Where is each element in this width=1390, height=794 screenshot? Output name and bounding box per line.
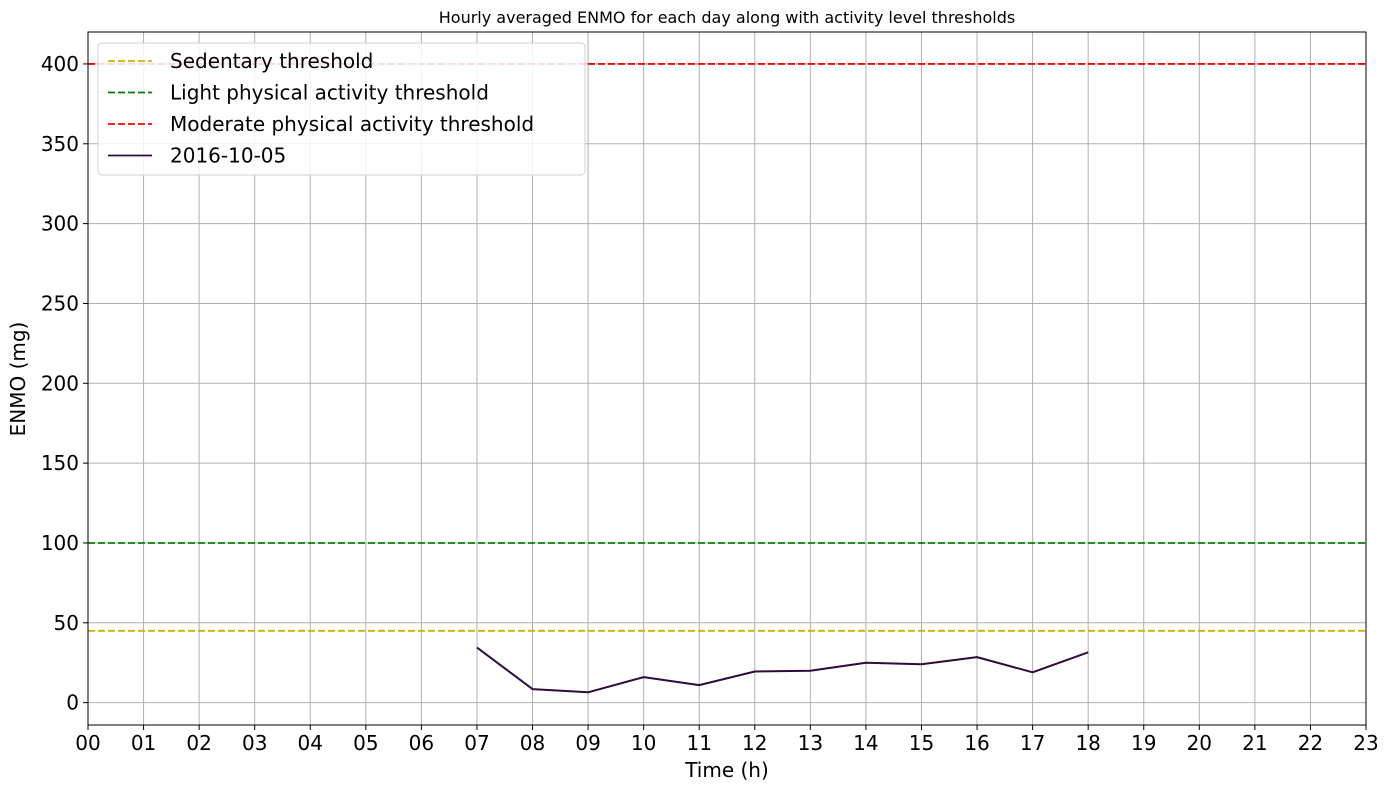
x-tick-label: 13 [798,731,823,755]
x-tick-label: 17 [1020,731,1045,755]
y-tick-label: 300 [41,212,79,236]
legend: Sedentary threshold Light physical activi… [97,42,586,176]
data-series [476,646,1089,694]
y-tick-label: 50 [54,611,79,635]
y-tick-label: 0 [66,691,79,715]
x-tick-label: 01 [131,731,156,755]
y-tick-label: 250 [41,291,79,315]
x-tick-label: 03 [242,731,267,755]
x-tick-label: 11 [686,731,711,755]
y-tick-label: 200 [41,371,79,395]
legend-label: Sedentary threshold [170,49,373,73]
plot-frame [87,31,1367,726]
x-tick-label: 19 [1131,731,1156,755]
y-axis-label: ENMO (mg) [6,322,30,437]
legend-label: Light physical activity threshold [170,81,489,105]
x-tick-label: 16 [964,731,989,755]
x-tick-label: 06 [409,731,434,755]
legend-label: 2016-10-05 [170,144,286,168]
y-tick-label: 350 [41,132,79,156]
y-tick-label: 400 [41,52,79,76]
x-tick-label: 10 [631,731,656,755]
x-tick-label: 09 [575,731,600,755]
y-tick-label: 100 [41,531,79,555]
y-axis-ticks: 0 50 100 150 200 250 300 350 400 [41,52,88,715]
legend-box [97,42,586,176]
x-tick-label: 00 [75,731,100,755]
x-axis-label: Time (h) [684,758,769,782]
x-tick-label: 07 [464,731,489,755]
x-tick-label: 18 [1075,731,1100,755]
x-tick-label: 02 [186,731,211,755]
x-tick-label: 12 [742,731,767,755]
x-tick-label: 05 [353,731,378,755]
x-axis-ticks: 00 01 02 03 04 05 06 07 08 09 10 11 12 13 14 15 16 17 18 19… [75,725,1379,755]
x-tick-label: 08 [520,731,545,755]
x-tick-label: 22 [1298,731,1323,755]
x-tick-label: 23 [1353,731,1378,755]
x-tick-label: 04 [298,731,323,755]
chart-title: Hourly averaged ENMO for each day along … [439,8,1015,27]
x-tick-label: 14 [853,731,878,755]
x-tick-label: 21 [1242,731,1267,755]
x-tick-label: 15 [909,731,934,755]
series-line [476,646,1089,694]
y-tick-label: 150 [41,451,79,475]
legend-label: Moderate physical activity threshold [170,112,534,136]
x-tick-label: 20 [1187,731,1212,755]
